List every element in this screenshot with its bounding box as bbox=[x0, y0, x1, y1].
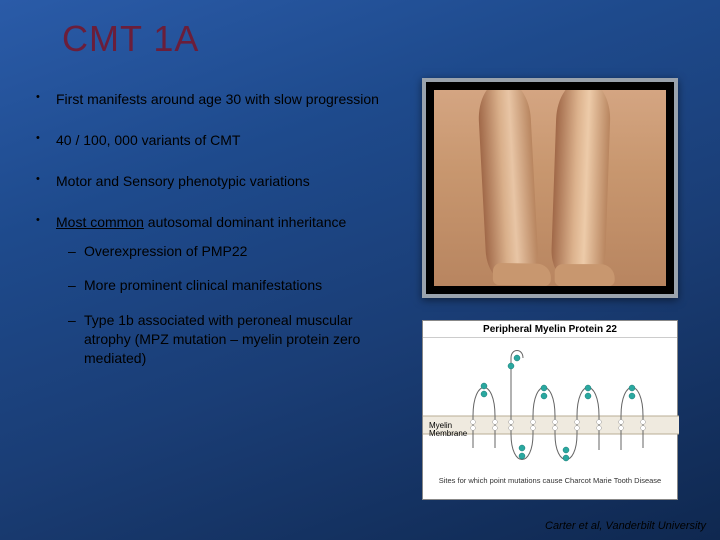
slide-title: CMT 1A bbox=[62, 18, 199, 60]
diagram-header: Peripheral Myelin Protein 22 bbox=[423, 321, 677, 338]
sub-bullet-item: Overexpression of PMP22 bbox=[56, 242, 398, 261]
emphasis-text: Most common bbox=[56, 214, 144, 230]
bullet-text: autosomal dominant inheritance bbox=[144, 214, 346, 230]
sub-bullet-item: Type 1b associated with peroneal muscula… bbox=[56, 311, 398, 368]
citation-footer: Carter et al, Vanderbilt University bbox=[545, 520, 706, 532]
protein-diagram: Peripheral Myelin Protein 22 bbox=[422, 320, 678, 500]
bullet-item: 40 / 100, 000 variants of CMT bbox=[28, 131, 398, 150]
bullet-item: First manifests around age 30 with slow … bbox=[28, 90, 398, 109]
bullet-item: Most common autosomal dominant inheritan… bbox=[28, 213, 398, 368]
diagram-caption: Sites for which point mutations cause Ch… bbox=[423, 476, 677, 487]
diagram-left-label: MyelinMembrane bbox=[429, 422, 467, 438]
bullet-content: First manifests around age 30 with slow … bbox=[28, 90, 398, 390]
pmp22-svg bbox=[423, 338, 679, 476]
sub-bullet-item: More prominent clinical manifestations bbox=[56, 276, 398, 295]
clinical-photo bbox=[422, 78, 678, 298]
bullet-item: Motor and Sensory phenotypic variations bbox=[28, 172, 398, 191]
